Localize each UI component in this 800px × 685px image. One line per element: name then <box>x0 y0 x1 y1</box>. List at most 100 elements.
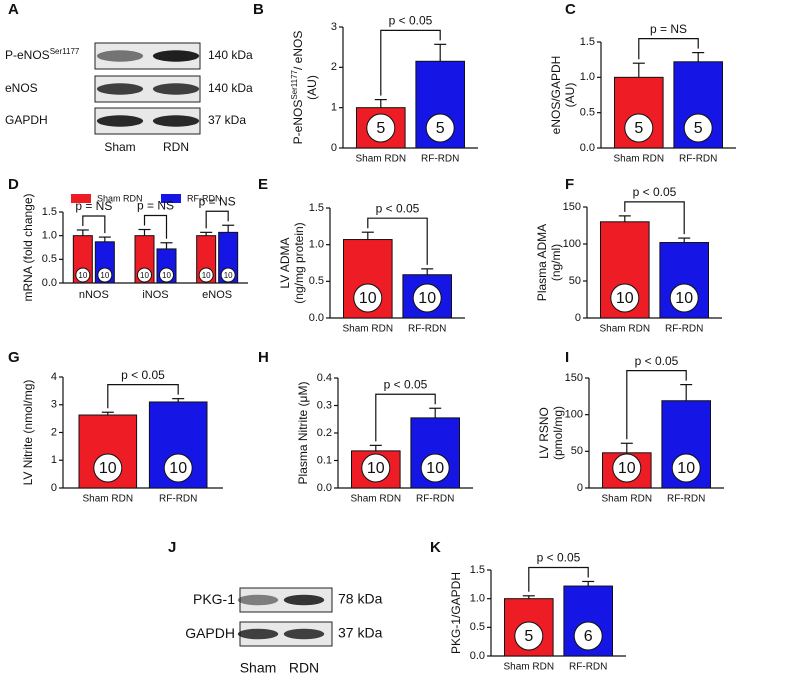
n-circle <box>610 283 640 313</box>
y-tick-label: 4 <box>51 371 57 383</box>
n-label: 5 <box>436 120 445 137</box>
n-label: 10 <box>618 460 636 477</box>
y-tick-label: 2 <box>51 426 57 438</box>
y-axis-label: (ng/mg protein) <box>292 222 306 303</box>
y-tick-label: 1.0 <box>309 239 324 251</box>
y-tick-label: 0.0 <box>580 142 595 154</box>
x-tick-label: nNOS <box>79 289 109 301</box>
significance-bracket <box>367 217 428 265</box>
y-axis-label-part: Plasma Nitrite (μM) <box>296 382 310 485</box>
significance-bracket <box>205 210 229 229</box>
blot-band <box>152 83 200 95</box>
legend-swatch <box>71 194 91 203</box>
y-axis-label: eNOS/GAPDH <box>549 56 563 135</box>
panel-letter: F <box>565 176 574 193</box>
significance-bracket <box>638 38 699 60</box>
blot-size-label: 140 kDa <box>208 48 253 62</box>
panel-letter: C <box>565 1 576 18</box>
legend-label: RF-RDN <box>187 193 222 203</box>
y-axis-label-part: Ser1177 <box>290 69 299 99</box>
x-tick-label: Sham RDN <box>343 324 394 335</box>
x-tick-label: Sham RDN <box>602 494 653 505</box>
error-bar <box>678 237 691 243</box>
n-label: 10 <box>224 271 233 280</box>
y-tick-label: 2 <box>331 61 337 73</box>
blot-row-label-part: P-eNOS <box>5 48 50 62</box>
n-circle <box>366 113 396 143</box>
y-tick-label: 0 <box>577 482 583 494</box>
y-tick-label: 3 <box>51 399 57 411</box>
significance-bracket <box>528 566 589 592</box>
panel-letter: H <box>258 349 269 366</box>
y-tick-label: 1.0 <box>470 593 485 605</box>
blot-size-label: 37 kDa <box>338 625 383 641</box>
n-circle <box>420 453 450 483</box>
blot-row-label: eNOS <box>5 81 38 95</box>
y-axis-label: Plasma Nitrite (μM) <box>296 382 310 485</box>
significance-label: p = NS <box>199 194 236 208</box>
significance-label: p < 0.05 <box>635 354 679 368</box>
y-tick-label: 0.5 <box>470 621 485 633</box>
y-axis-label-part: / eNOS <box>291 31 305 70</box>
error-bar <box>582 580 595 587</box>
significance-label: p < 0.05 <box>537 551 581 565</box>
error-bar <box>76 229 89 236</box>
n-circle <box>97 267 113 283</box>
x-tick-label: Sham RDN <box>83 494 134 505</box>
n-label: 10 <box>677 460 695 477</box>
n-circle <box>198 267 214 283</box>
blot-size-label: 140 kDa <box>208 81 253 95</box>
n-label: 10 <box>367 460 385 477</box>
y-tick-label: 50 <box>571 445 583 457</box>
y-tick-label: 100 <box>565 409 583 421</box>
n-label: 10 <box>99 460 117 477</box>
x-tick-label: RF-RDN <box>665 324 703 335</box>
n-label: 5 <box>524 628 533 645</box>
n-circle <box>220 267 236 283</box>
n-label: 6 <box>584 628 593 645</box>
panel-letter: J <box>168 539 176 556</box>
n-label: 10 <box>162 271 171 280</box>
y-tick-label: 0.2 <box>317 427 332 439</box>
significance-label: p < 0.05 <box>384 377 428 391</box>
n-circle <box>93 453 123 483</box>
y-tick-label: 1.5 <box>470 564 485 576</box>
significance-bracket <box>626 370 687 440</box>
n-circle <box>669 283 699 313</box>
blot-band <box>283 594 325 606</box>
y-tick-label: 1.0 <box>42 230 57 242</box>
blot-band <box>96 115 144 127</box>
error-bar <box>200 231 213 236</box>
blot-row-label: GAPDH <box>185 625 235 641</box>
panel-letter: A <box>8 1 19 18</box>
y-axis-label-part: P-eNOS <box>291 100 305 145</box>
error-bar <box>98 236 111 242</box>
n-label: 10 <box>359 290 377 307</box>
significance-bracket <box>375 393 436 442</box>
x-tick-label: RF-RDN <box>679 154 717 165</box>
blot-size-label: 78 kDa <box>338 591 383 607</box>
y-tick-label: 0.0 <box>317 482 332 494</box>
y-axis-label: mRNA (fold change) <box>21 193 35 301</box>
n-circle <box>163 453 193 483</box>
n-circle <box>412 283 442 313</box>
y-axis-label: Plasma ADMA <box>535 224 549 301</box>
x-tick-label: RF-RDN <box>667 494 705 505</box>
n-circle <box>361 453 391 483</box>
y-tick-label: 0.3 <box>317 399 332 411</box>
blot-band <box>237 594 279 606</box>
x-tick-label: RF-RDN <box>421 154 459 165</box>
x-tick-label: Sham RDN <box>351 494 402 505</box>
y-axis-label-part: mRNA (fold change) <box>21 193 35 301</box>
significance-label: p < 0.05 <box>376 201 420 215</box>
blot-band <box>152 50 200 62</box>
x-tick-label: Sham RDN <box>600 324 651 335</box>
error-bar <box>692 51 705 62</box>
legend-swatch <box>161 194 181 203</box>
x-tick-label: RF-RDN <box>159 494 197 505</box>
y-axis-label: (AU) <box>563 83 577 108</box>
error-bar <box>172 398 185 402</box>
panel-letter: G <box>8 349 20 366</box>
n-circle <box>137 267 152 283</box>
